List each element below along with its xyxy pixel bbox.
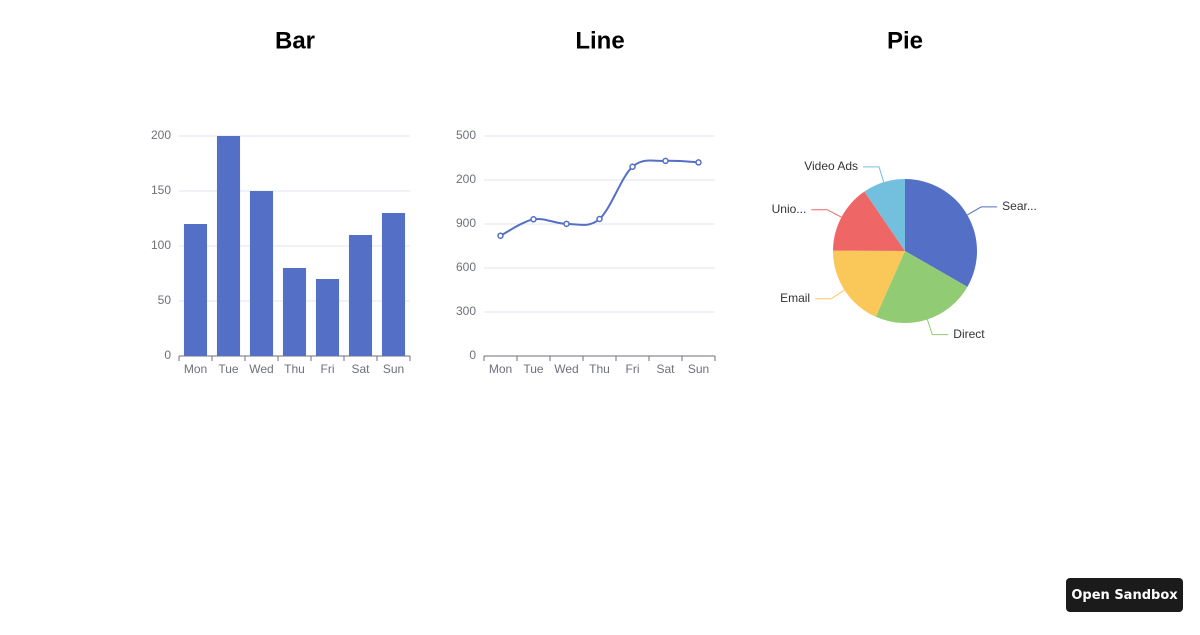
- label-line: [811, 209, 842, 218]
- x-tick-label: Wed: [554, 362, 578, 376]
- label-line: [863, 166, 885, 183]
- pie-slice: [864, 179, 905, 251]
- x-tick-label: Mon: [489, 362, 512, 376]
- bar: [315, 279, 340, 356]
- y-tick-label: 500: [456, 128, 476, 142]
- label-line: [815, 289, 845, 300]
- y-tick-label: 600: [456, 260, 476, 274]
- point: [629, 163, 636, 171]
- pie-slice: [875, 251, 968, 323]
- y-tick-label: 0: [469, 348, 476, 362]
- x-tick-label: Sun: [688, 362, 709, 376]
- x-tick-label: Thu: [589, 362, 610, 376]
- x-tick-label: Tue: [218, 362, 239, 376]
- open-sandbox-button[interactable]: Open Sandbox: [1066, 578, 1183, 612]
- point: [662, 157, 669, 165]
- bar: [216, 136, 241, 356]
- point: [695, 159, 702, 166]
- y-tick-label: 150: [151, 183, 171, 197]
- x-tick-label: Sat: [656, 362, 675, 376]
- y-tick-label: 50: [158, 293, 172, 307]
- slice-label: Sear...: [1002, 199, 1037, 213]
- bar: [183, 224, 208, 356]
- y-tick-label: 300: [456, 304, 476, 318]
- x-tick-label: Thu: [284, 362, 305, 376]
- pie-slice: [905, 179, 978, 287]
- point: [596, 215, 603, 223]
- x-tick-label: Wed: [249, 362, 273, 376]
- y-tick-label: 100: [151, 238, 171, 252]
- y-tick-label: 200: [456, 172, 476, 186]
- bar: [348, 235, 373, 356]
- chart-title: Line: [575, 27, 624, 54]
- chart-title: Bar: [275, 27, 315, 54]
- point: [563, 220, 570, 228]
- label-line: [967, 206, 998, 216]
- x-tick-label: Sun: [383, 362, 404, 376]
- x-tick-label: Fri: [321, 362, 335, 376]
- pie-slice: [833, 191, 905, 251]
- label-line: [926, 319, 949, 336]
- y-tick-label: 900: [456, 216, 476, 230]
- y-tick-label: 200: [151, 128, 171, 142]
- chart-title: Pie: [887, 27, 923, 54]
- pie-slice: [833, 250, 905, 317]
- slice-label: Video Ads: [804, 159, 858, 173]
- slice-label: Direct: [953, 327, 985, 341]
- x-tick-label: Sat: [351, 362, 370, 376]
- bar: [381, 213, 406, 356]
- point: [497, 232, 504, 239]
- point: [530, 216, 537, 223]
- bar: [282, 268, 307, 356]
- y-tick-label: 0: [164, 348, 171, 362]
- slice-label: Unio...: [772, 202, 807, 216]
- slice-label: Email: [780, 291, 810, 305]
- x-tick-label: Mon: [184, 362, 207, 376]
- x-tick-label: Tue: [523, 362, 544, 376]
- bar: [249, 191, 274, 356]
- x-tick-label: Fri: [626, 362, 640, 376]
